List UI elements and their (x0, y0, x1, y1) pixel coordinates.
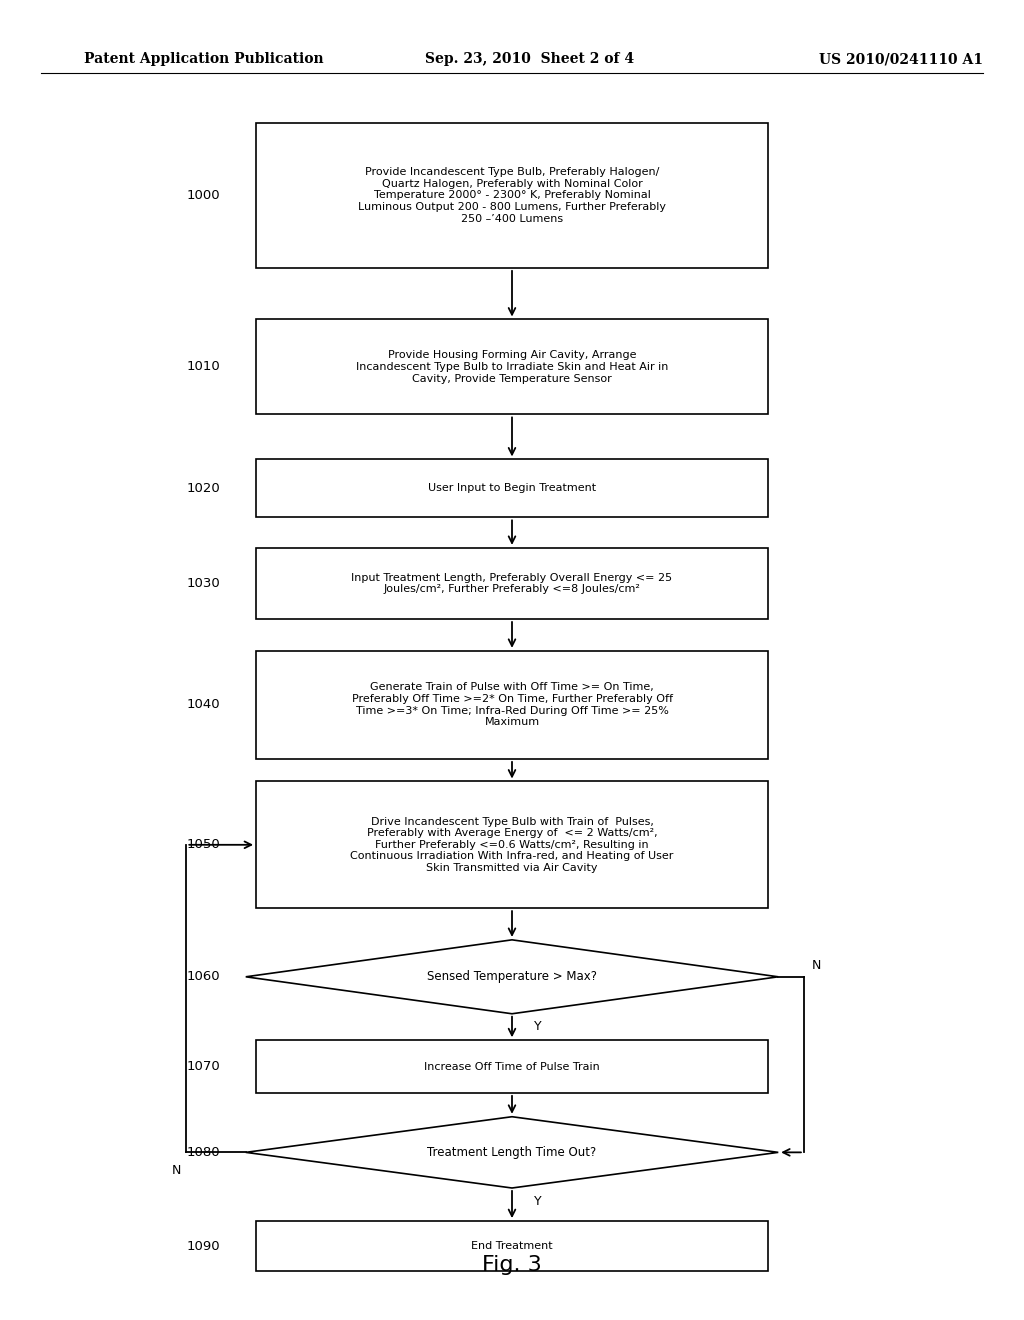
Text: Drive Incandescent Type Bulb with Train of  Pulses,
Preferably with Average Ener: Drive Incandescent Type Bulb with Train … (350, 817, 674, 873)
Polygon shape (246, 940, 778, 1014)
Text: 1040: 1040 (186, 698, 220, 711)
Text: 1060: 1060 (186, 970, 220, 983)
Text: US 2010/0241110 A1: US 2010/0241110 A1 (819, 53, 983, 66)
Text: Increase Off Time of Pulse Train: Increase Off Time of Pulse Train (424, 1061, 600, 1072)
Text: 1000: 1000 (186, 189, 220, 202)
Text: Patent Application Publication: Patent Application Publication (84, 53, 324, 66)
Polygon shape (246, 1117, 778, 1188)
Text: 1090: 1090 (186, 1239, 220, 1253)
Text: Fig. 3: Fig. 3 (482, 1254, 542, 1275)
FancyBboxPatch shape (256, 123, 768, 268)
Text: N: N (812, 960, 821, 973)
Text: User Input to Begin Treatment: User Input to Begin Treatment (428, 483, 596, 494)
Text: 1050: 1050 (186, 838, 220, 851)
Text: Provide Housing Forming Air Cavity, Arrange
Incandescent Type Bulb to Irradiate : Provide Housing Forming Air Cavity, Arra… (355, 350, 669, 384)
Text: Y: Y (534, 1195, 542, 1208)
Text: Sensed Temperature > Max?: Sensed Temperature > Max? (427, 970, 597, 983)
FancyBboxPatch shape (256, 651, 768, 759)
FancyBboxPatch shape (256, 459, 768, 517)
Text: Y: Y (534, 1020, 542, 1034)
Text: 1070: 1070 (186, 1060, 220, 1073)
FancyBboxPatch shape (256, 548, 768, 619)
Text: Treatment Length Time Out?: Treatment Length Time Out? (427, 1146, 597, 1159)
Text: N: N (172, 1164, 181, 1176)
Text: Sep. 23, 2010  Sheet 2 of 4: Sep. 23, 2010 Sheet 2 of 4 (425, 53, 634, 66)
Text: 1030: 1030 (186, 577, 220, 590)
FancyBboxPatch shape (256, 1040, 768, 1093)
FancyBboxPatch shape (256, 319, 768, 414)
Text: Provide Incandescent Type Bulb, Preferably Halogen/
Quartz Halogen, Preferably w: Provide Incandescent Type Bulb, Preferab… (358, 168, 666, 223)
Text: End Treatment: End Treatment (471, 1241, 553, 1251)
Text: 1010: 1010 (186, 360, 220, 374)
FancyBboxPatch shape (256, 1221, 768, 1271)
Text: 1080: 1080 (186, 1146, 220, 1159)
Text: Generate Train of Pulse with Off Time >= On Time,
Preferably Off Time >=2* On Ti: Generate Train of Pulse with Off Time >=… (351, 682, 673, 727)
Text: 1020: 1020 (186, 482, 220, 495)
FancyBboxPatch shape (256, 781, 768, 908)
Text: Input Treatment Length, Preferably Overall Energy <= 25
Joules/cm², Further Pref: Input Treatment Length, Preferably Overa… (351, 573, 673, 594)
